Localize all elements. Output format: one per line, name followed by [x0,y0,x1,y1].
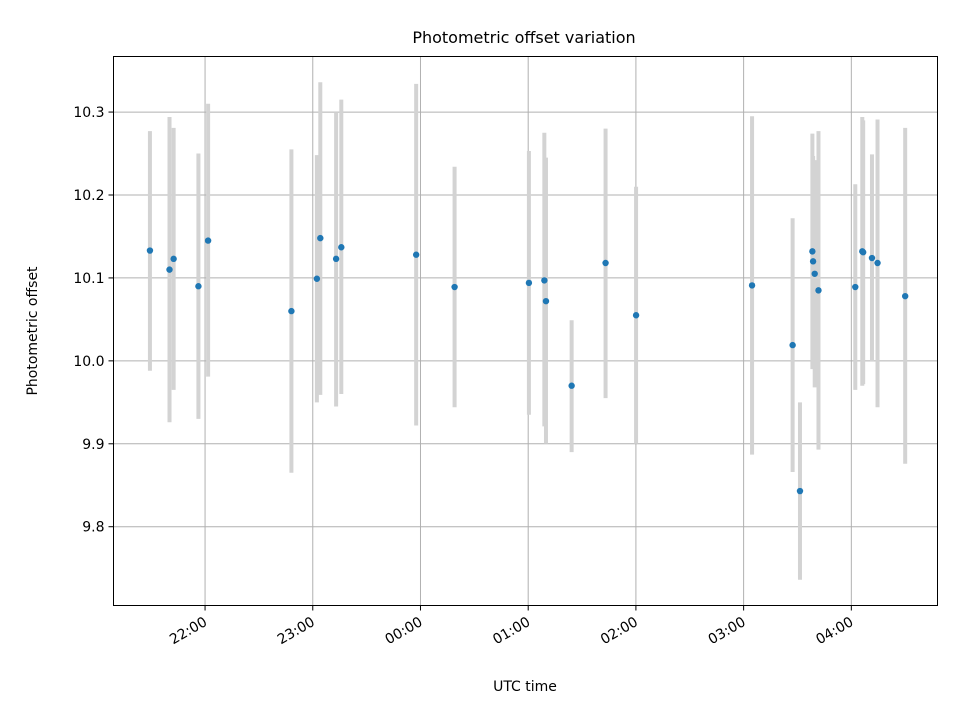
data-point [313,275,321,282]
x-tick-label: 00:00 [383,614,426,648]
data-point [146,247,154,254]
data-point [796,487,804,495]
data-point [852,283,859,291]
data-point [811,270,818,277]
y-tick-label: 10.0 [73,354,104,370]
y-tick-label: 9.9 [82,437,104,453]
data-point [541,277,548,284]
data-point [338,244,345,251]
data-point [602,259,609,267]
data-point [632,312,640,319]
data-point [809,258,817,265]
x-tick-label: 03:00 [706,614,749,648]
x-tick-label: 01:00 [490,614,533,648]
x-tick-label: 22:00 [167,614,210,648]
data-point [412,251,420,258]
y-tick-label: 9.8 [82,520,104,536]
data-points [146,234,909,495]
data-point [789,341,796,349]
data-point [170,255,177,263]
data-point [451,283,458,291]
data-point [568,382,575,389]
x-axis-label: UTC time [493,679,557,695]
data-point [525,279,533,287]
data-point [874,259,881,267]
y-axis-label: Photometric offset [25,266,41,396]
y-tick-label: 10.1 [73,271,104,287]
data-point [288,307,295,315]
x-axis: 22:00 23:00 00:00 01:00 02:00 03:00 04:00 [167,605,856,648]
x-tick-label: 02:00 [598,614,641,648]
data-point [204,237,212,244]
data-point [166,266,173,273]
data-point [809,248,816,255]
x-tick-label: 04:00 [813,614,856,648]
data-point [748,282,756,289]
data-point [815,287,822,294]
error-bars [147,82,908,580]
data-point [859,249,867,256]
data-point [542,297,550,305]
data-point [195,283,202,290]
y-tick-label: 10.2 [73,188,104,204]
chart-title: Photometric offset variation [412,28,635,47]
data-point [332,255,340,263]
y-axis: 9.8 9.9 10.0 10.1 10.2 10.3 [73,105,114,536]
x-tick-label: 23:00 [275,614,318,648]
plot-frame [113,56,938,606]
data-point [317,234,324,242]
data-point [901,292,909,300]
y-tick-label: 10.3 [73,105,104,121]
data-point [868,254,876,262]
